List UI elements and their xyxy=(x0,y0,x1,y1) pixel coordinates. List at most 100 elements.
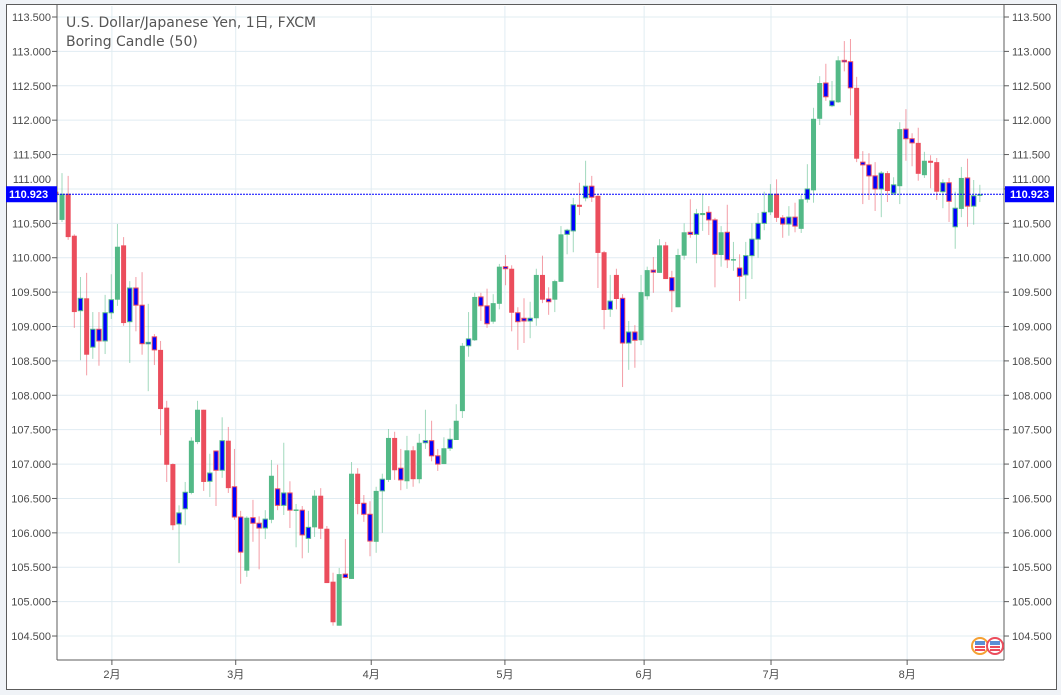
candle-up[interactable] xyxy=(817,76,823,125)
candle-up[interactable] xyxy=(743,241,749,299)
candle-up[interactable] xyxy=(767,184,773,216)
candle-down[interactable] xyxy=(324,525,330,584)
candle-down[interactable] xyxy=(274,464,281,511)
candle-down[interactable] xyxy=(934,157,940,200)
candle-up[interactable] xyxy=(607,274,613,317)
candle-down[interactable] xyxy=(435,448,441,471)
candle-down[interactable] xyxy=(151,334,158,366)
candle-up[interactable] xyxy=(182,481,188,526)
candle-down[interactable] xyxy=(619,294,626,388)
candle-up[interactable] xyxy=(558,226,564,282)
x-axis[interactable]: 2月 3月 4月 5月 6月 7月 8月 xyxy=(103,660,916,681)
candle-down[interactable] xyxy=(847,39,854,116)
candle-up[interactable] xyxy=(188,437,194,495)
candle-up[interactable] xyxy=(890,177,897,196)
candle-down[interactable] xyxy=(65,175,71,240)
candle-down[interactable] xyxy=(964,158,971,227)
candle-up[interactable] xyxy=(262,510,268,540)
candle-down[interactable] xyxy=(724,204,730,269)
candle-up[interactable] xyxy=(564,228,570,255)
candle-down[interactable] xyxy=(515,307,521,350)
candle-down[interactable] xyxy=(201,409,207,491)
candle-up[interactable] xyxy=(921,151,927,178)
candle-down[interactable] xyxy=(398,448,404,491)
candle-up[interactable] xyxy=(970,180,977,225)
candle-down[interactable] xyxy=(589,175,595,203)
candle-down[interactable] xyxy=(946,177,952,222)
candle-down[interactable] xyxy=(841,41,848,72)
candle-down[interactable] xyxy=(84,272,90,376)
candle-up[interactable] xyxy=(730,241,736,271)
candle-up[interactable] xyxy=(268,459,274,524)
candle-down[interactable] xyxy=(121,237,127,326)
candle-down[interactable] xyxy=(342,539,349,579)
candle-up[interactable] xyxy=(459,343,465,418)
candle-down[interactable] xyxy=(872,162,878,211)
candle-up[interactable] xyxy=(490,294,496,324)
candle-down[interactable] xyxy=(410,446,416,487)
candle-up[interactable] xyxy=(657,239,663,273)
candle-up[interactable] xyxy=(570,197,576,253)
candle-down[interactable] xyxy=(361,495,367,522)
candle-down[interactable] xyxy=(231,448,238,520)
candle-down[interactable] xyxy=(774,179,780,222)
us-event-icon[interactable] xyxy=(971,637,989,655)
candle-up[interactable] xyxy=(90,312,96,359)
candle-up[interactable] xyxy=(496,263,502,310)
candle-up[interactable] xyxy=(582,160,589,202)
candle-up[interactable] xyxy=(829,80,835,108)
candle-down[interactable] xyxy=(392,431,398,480)
candle-up[interactable] xyxy=(465,312,472,357)
indicator-label[interactable]: Boring Candle (50) xyxy=(66,34,198,50)
candle-down[interactable] xyxy=(299,506,305,559)
candle-down[interactable] xyxy=(687,199,694,238)
candle-up[interactable] xyxy=(897,122,903,205)
candle-up[interactable] xyxy=(127,281,133,363)
candle-up[interactable] xyxy=(626,321,632,370)
candle-up[interactable] xyxy=(349,462,355,579)
candle-down[interactable] xyxy=(502,254,509,286)
candle-up[interactable] xyxy=(472,292,478,341)
candle-up[interactable] xyxy=(755,213,761,258)
candle-up[interactable] xyxy=(977,184,983,203)
candle-down[interactable] xyxy=(909,133,915,167)
candle-up[interactable] xyxy=(527,301,533,339)
candle-down[interactable] xyxy=(355,468,361,515)
candle-up[interactable] xyxy=(441,437,447,465)
y-axis[interactable]: 104.500 104.500 105.000 105.000 105.500 105.5… xyxy=(11,12,1052,643)
candle-down[interactable] xyxy=(484,288,490,328)
candle-up[interactable] xyxy=(552,279,558,313)
candle-up[interactable] xyxy=(638,274,644,346)
candle-up[interactable] xyxy=(675,248,681,308)
candle-down[interactable] xyxy=(478,292,484,322)
candle-down[interactable] xyxy=(139,272,145,355)
candle-up[interactable] xyxy=(644,266,650,300)
candle-down[interactable] xyxy=(663,241,669,280)
candle-down[interactable] xyxy=(96,312,102,366)
candle-up[interactable] xyxy=(952,191,958,249)
candle-up[interactable] xyxy=(804,164,811,203)
candle-up[interactable] xyxy=(798,195,804,233)
candle-up[interactable] xyxy=(114,224,120,306)
candle-up[interactable] xyxy=(681,223,687,260)
candle-down[interactable] xyxy=(133,276,139,332)
candle-up[interactable] xyxy=(385,428,391,482)
candle-up[interactable] xyxy=(102,294,108,355)
candle-up[interactable] xyxy=(533,268,539,326)
candle-up[interactable] xyxy=(207,453,213,498)
candle-up[interactable] xyxy=(835,56,841,103)
candle-down[interactable] xyxy=(706,206,712,236)
candle-down[interactable] xyxy=(854,76,860,163)
candle-up[interactable] xyxy=(453,404,459,440)
candle-up[interactable] xyxy=(693,208,700,264)
candle-down[interactable] xyxy=(158,340,164,436)
candle-up[interactable] xyxy=(219,417,225,478)
candle-down[interactable] xyxy=(318,488,324,540)
candle-down[interactable] xyxy=(632,325,638,368)
candle-up[interactable] xyxy=(281,442,287,515)
candle-down[interactable] xyxy=(860,151,866,205)
candle-down[interactable] xyxy=(225,426,231,493)
candle-up[interactable] xyxy=(244,516,250,577)
candle-up[interactable] xyxy=(404,435,410,489)
